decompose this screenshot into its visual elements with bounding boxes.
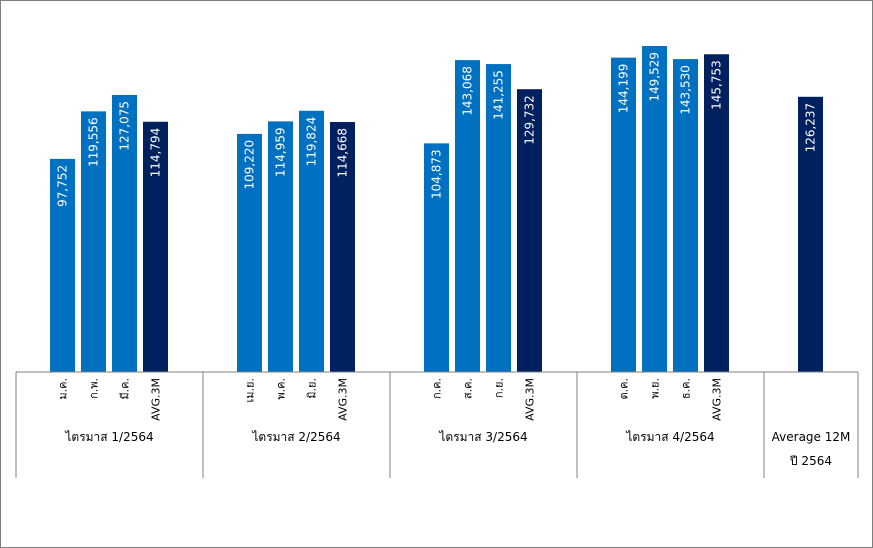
data-label: 126,237: [804, 103, 818, 153]
category-label: AVG.3M: [337, 378, 350, 421]
category-label: AVG.3M: [711, 378, 724, 421]
bar-ต.ค.[interactable]: [611, 57, 636, 372]
category-label: ธ.ค.: [680, 378, 693, 399]
data-label: 114,794: [149, 128, 163, 178]
bar-เม.ย.[interactable]: [237, 133, 262, 372]
category-label: พ.ย.: [649, 378, 662, 399]
bar-มี.ค.[interactable]: [112, 94, 137, 372]
category-label: ต.ค.: [618, 378, 631, 400]
data-label: 119,824: [305, 117, 319, 167]
group-label: ไตรมาส 2/2564: [251, 430, 340, 444]
data-label: 129,732: [523, 95, 537, 145]
bar-average-12m[interactable]: [798, 96, 823, 372]
category-label: มิ.ย.: [306, 378, 319, 399]
group-label: ปี 2564: [789, 454, 832, 468]
bar-พ.ค.[interactable]: [268, 121, 293, 373]
category-label: AVG.3M: [524, 378, 537, 421]
category-label: มี.ค.: [119, 378, 132, 400]
data-label: 127,075: [118, 101, 132, 151]
category-label: ก.ย.: [493, 378, 506, 398]
group-label: ไตรมาส 3/2564: [438, 430, 527, 444]
bar-AVG.3M[interactable]: [517, 89, 542, 373]
data-label: 119,556: [87, 117, 101, 167]
bar-มิ.ย.[interactable]: [299, 110, 324, 372]
data-label: 143,530: [679, 65, 693, 115]
bar-ก.ค.[interactable]: [424, 143, 449, 372]
data-label: 145,753: [710, 60, 724, 110]
category-label: AVG.3M: [150, 378, 163, 421]
category-label: เม.ย.: [244, 378, 257, 402]
data-label: 114,959: [274, 127, 288, 177]
group-label: Average 12M: [772, 430, 851, 444]
bar-พ.ย.[interactable]: [642, 46, 667, 372]
bar-AVG.3M[interactable]: [704, 54, 729, 373]
category-label: ก.ค.: [431, 378, 444, 399]
bar-ส.ค.[interactable]: [455, 60, 480, 373]
data-label: 141,255: [492, 70, 506, 120]
category-label: พ.ค.: [275, 378, 288, 400]
bar-AVG.3M[interactable]: [143, 121, 168, 372]
category-label: ก.พ.: [88, 378, 101, 399]
data-label: 144,199: [617, 64, 631, 114]
data-label: 143,068: [461, 66, 475, 116]
bar-AVG.3M[interactable]: [330, 122, 355, 372]
category-label: ม.ค.: [57, 378, 70, 400]
group-label: ไตรมาส 1/2564: [64, 430, 153, 444]
data-label: 114,668: [336, 128, 350, 178]
bar-ธ.ค.[interactable]: [673, 59, 698, 372]
bar-ก.พ.[interactable]: [81, 111, 106, 372]
data-label: 149,529: [648, 52, 662, 102]
bar-ม.ค.[interactable]: [50, 158, 75, 372]
bar-ก.ย.[interactable]: [486, 64, 511, 373]
data-label: 109,220: [243, 140, 257, 190]
data-label: 104,873: [430, 149, 444, 199]
group-label: ไตรมาส 4/2564: [625, 430, 714, 444]
category-label: ส.ค.: [462, 378, 475, 399]
data-label: 97,752: [56, 165, 70, 207]
